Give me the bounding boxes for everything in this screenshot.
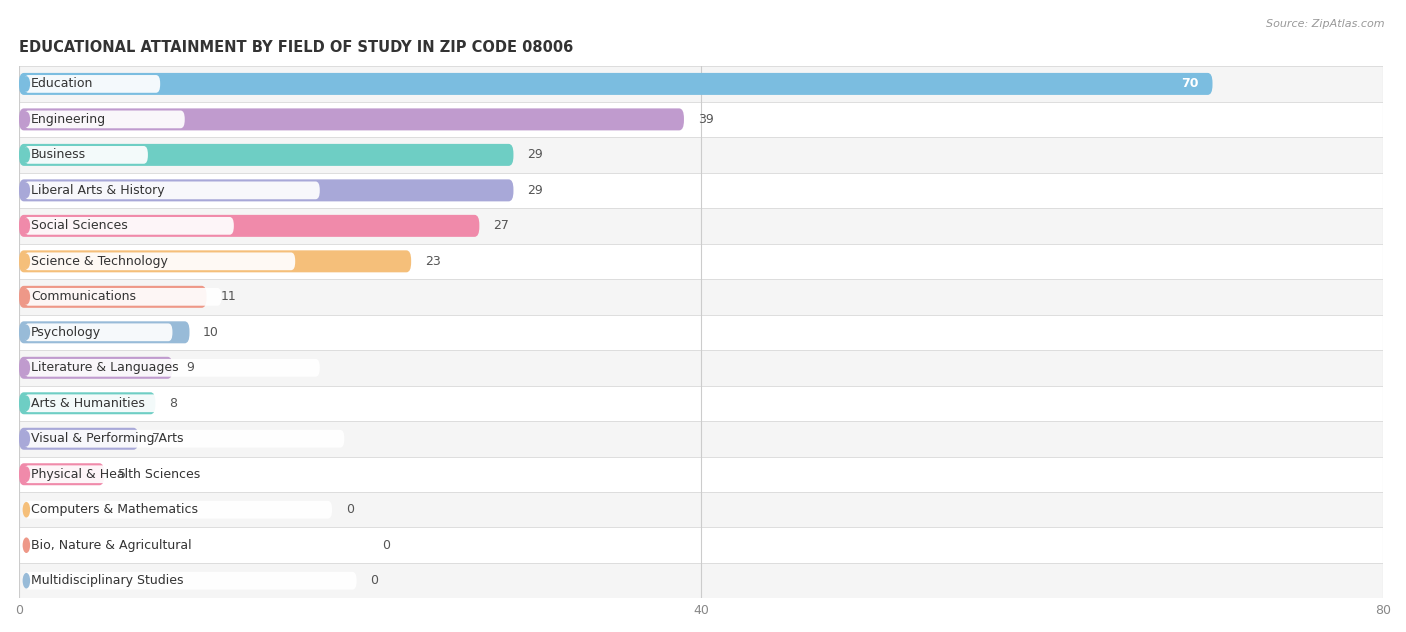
Circle shape — [22, 431, 30, 447]
Circle shape — [22, 537, 30, 553]
Bar — [20, 350, 1384, 386]
Text: Liberal Arts & History: Liberal Arts & History — [31, 184, 165, 197]
Text: 8: 8 — [169, 397, 177, 410]
FancyBboxPatch shape — [20, 357, 173, 379]
Bar — [20, 456, 1384, 492]
FancyBboxPatch shape — [24, 146, 148, 164]
FancyBboxPatch shape — [24, 465, 368, 483]
Text: Physical & Health Sciences: Physical & Health Sciences — [31, 468, 200, 481]
FancyBboxPatch shape — [20, 286, 207, 308]
FancyBboxPatch shape — [24, 111, 184, 128]
FancyBboxPatch shape — [24, 572, 357, 590]
Text: 29: 29 — [527, 184, 543, 197]
FancyBboxPatch shape — [20, 250, 411, 272]
Text: Business: Business — [31, 149, 86, 161]
FancyBboxPatch shape — [24, 181, 319, 199]
Text: 39: 39 — [697, 113, 713, 126]
Circle shape — [22, 183, 30, 198]
FancyBboxPatch shape — [24, 430, 344, 447]
Text: 7: 7 — [152, 432, 160, 446]
Bar — [20, 137, 1384, 173]
Bar — [20, 386, 1384, 421]
Text: Bio, Nature & Agricultural: Bio, Nature & Agricultural — [31, 538, 191, 552]
Text: 10: 10 — [202, 326, 219, 339]
Bar — [20, 102, 1384, 137]
FancyBboxPatch shape — [20, 109, 683, 130]
Circle shape — [22, 466, 30, 482]
Bar — [20, 563, 1384, 599]
FancyBboxPatch shape — [20, 73, 1212, 95]
Bar — [20, 492, 1384, 528]
Circle shape — [22, 218, 30, 234]
Text: EDUCATIONAL ATTAINMENT BY FIELD OF STUDY IN ZIP CODE 08006: EDUCATIONAL ATTAINMENT BY FIELD OF STUDY… — [20, 40, 574, 55]
Circle shape — [22, 76, 30, 92]
Text: 27: 27 — [494, 219, 509, 233]
Text: Literature & Languages: Literature & Languages — [31, 362, 179, 374]
Text: 11: 11 — [221, 290, 236, 303]
Text: Communications: Communications — [31, 290, 136, 303]
Circle shape — [22, 253, 30, 269]
Text: Psychology: Psychology — [31, 326, 101, 339]
Text: Social Sciences: Social Sciences — [31, 219, 128, 233]
Text: 5: 5 — [118, 468, 127, 481]
FancyBboxPatch shape — [24, 288, 222, 306]
Bar — [20, 315, 1384, 350]
Bar — [20, 243, 1384, 279]
FancyBboxPatch shape — [20, 179, 513, 202]
Circle shape — [22, 324, 30, 340]
Bar — [20, 279, 1384, 315]
Bar — [20, 66, 1384, 102]
Text: 0: 0 — [346, 503, 354, 516]
Circle shape — [22, 147, 30, 162]
Text: Multidisciplinary Studies: Multidisciplinary Studies — [31, 574, 184, 587]
Text: Arts & Humanities: Arts & Humanities — [31, 397, 145, 410]
Text: Computers & Mathematics: Computers & Mathematics — [31, 503, 198, 516]
Bar — [20, 528, 1384, 563]
Circle shape — [22, 360, 30, 375]
Text: 9: 9 — [186, 362, 194, 374]
FancyBboxPatch shape — [20, 144, 513, 166]
FancyBboxPatch shape — [20, 215, 479, 237]
FancyBboxPatch shape — [24, 501, 332, 519]
FancyBboxPatch shape — [24, 252, 295, 270]
Text: 0: 0 — [382, 538, 391, 552]
Text: Science & Technology: Science & Technology — [31, 255, 167, 268]
Text: Engineering: Engineering — [31, 113, 107, 126]
Text: 70: 70 — [1181, 77, 1199, 90]
FancyBboxPatch shape — [20, 428, 138, 450]
Text: Source: ZipAtlas.com: Source: ZipAtlas.com — [1267, 19, 1385, 29]
FancyBboxPatch shape — [24, 324, 173, 341]
Circle shape — [22, 289, 30, 305]
FancyBboxPatch shape — [24, 359, 319, 377]
Circle shape — [22, 573, 30, 588]
Bar — [20, 208, 1384, 243]
FancyBboxPatch shape — [24, 537, 368, 554]
Bar — [20, 421, 1384, 456]
FancyBboxPatch shape — [20, 321, 190, 343]
Circle shape — [22, 112, 30, 127]
Text: Education: Education — [31, 77, 93, 90]
Circle shape — [22, 502, 30, 518]
Text: Visual & Performing Arts: Visual & Performing Arts — [31, 432, 184, 446]
FancyBboxPatch shape — [20, 392, 156, 415]
Bar — [20, 173, 1384, 208]
FancyBboxPatch shape — [24, 394, 259, 412]
FancyBboxPatch shape — [24, 217, 233, 234]
Text: 23: 23 — [425, 255, 440, 268]
Text: 29: 29 — [527, 149, 543, 161]
Circle shape — [22, 396, 30, 411]
FancyBboxPatch shape — [24, 75, 160, 93]
Text: 0: 0 — [370, 574, 378, 587]
FancyBboxPatch shape — [20, 463, 104, 485]
